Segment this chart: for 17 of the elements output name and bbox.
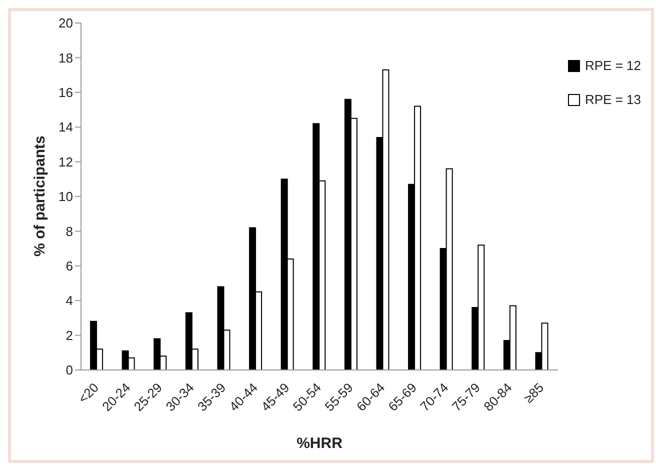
y-tick-label: 16 bbox=[58, 85, 73, 100]
y-axis-title: % of participants bbox=[31, 136, 48, 256]
y-tick-label: 10 bbox=[58, 189, 73, 204]
y-tick-label: 12 bbox=[58, 154, 73, 170]
legend-label: RPE = 12 bbox=[584, 57, 641, 75]
x-tick-label: ≥85 bbox=[520, 380, 547, 406]
legend-label: RPE = 13 bbox=[584, 91, 641, 109]
x-axis-title: %HRR bbox=[296, 435, 343, 452]
y-tick-label: 2 bbox=[66, 328, 73, 343]
y-tick-label: 14 bbox=[58, 120, 73, 135]
y-tick-label: 18 bbox=[58, 50, 73, 66]
y-tick-label: 6 bbox=[66, 258, 73, 274]
y-tick-label: 0 bbox=[66, 362, 73, 378]
y-tick-label: 20 bbox=[58, 16, 73, 31]
x-tick-label: <20 bbox=[75, 380, 102, 406]
y-tick-label: 4 bbox=[66, 293, 73, 308]
y-tick-label: 8 bbox=[66, 224, 73, 239]
